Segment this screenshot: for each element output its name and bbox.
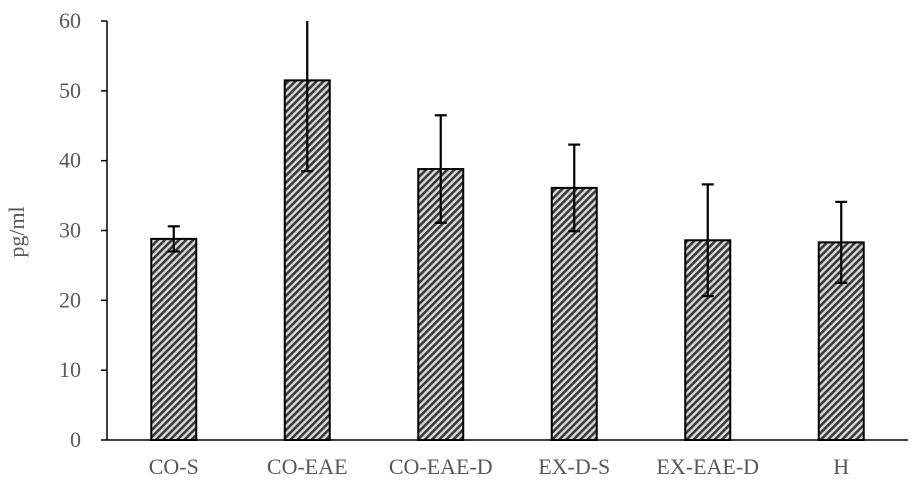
- x-category-label: H: [833, 454, 849, 479]
- x-axis-labels: CO-S CO-EAE CO-EAE-D EX-D-S EX-EAE-D H: [149, 454, 850, 479]
- x-category-label: EX-EAE-D: [656, 454, 759, 479]
- x-category-label: EX-D-S: [538, 454, 610, 479]
- y-tick-label: 40: [59, 148, 81, 173]
- y-tick-label: 50: [59, 78, 81, 103]
- y-tick-label: 0: [70, 427, 81, 452]
- error-bars: [167, 21, 848, 298]
- bar: [150, 237, 198, 441]
- x-category-label: CO-EAE-D: [389, 454, 493, 479]
- y-tick-label: 30: [59, 218, 81, 243]
- x-category-label: CO-EAE: [267, 454, 348, 479]
- y-axis-title: pg/ml: [4, 206, 29, 257]
- y-axis-ticks: 0 10 20 30 40 50 60: [59, 8, 107, 452]
- bars: [150, 79, 865, 441]
- y-tick-label: 20: [59, 287, 81, 312]
- y-tick-label: 10: [59, 357, 81, 382]
- x-category-label: CO-S: [149, 454, 199, 479]
- y-tick-label: 60: [59, 8, 81, 33]
